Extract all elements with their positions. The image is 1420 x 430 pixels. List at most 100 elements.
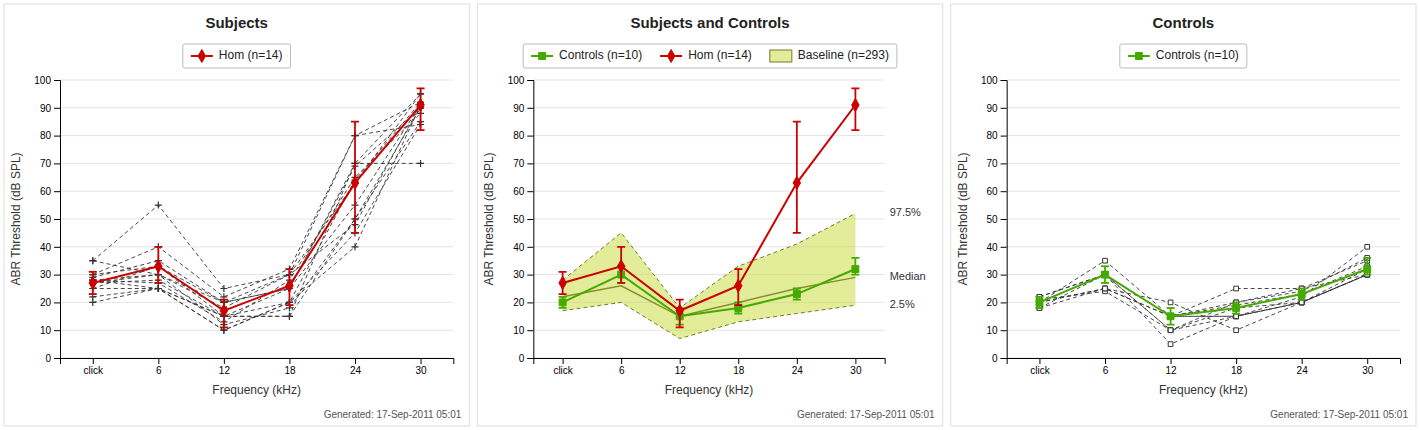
error-bar-cap	[285, 268, 293, 270]
point	[155, 285, 162, 292]
point	[1168, 300, 1173, 305]
grid-line	[1007, 80, 1400, 81]
error-bar-cap	[417, 87, 425, 89]
point	[1234, 314, 1239, 319]
y-tick-mark	[54, 136, 60, 137]
error-bar-cap	[617, 246, 625, 248]
x-tick: 18	[284, 358, 296, 376]
point-marker	[286, 304, 293, 311]
point-marker	[676, 304, 683, 317]
point-marker	[1234, 328, 1239, 333]
point-marker	[220, 327, 227, 334]
y-tick: 0	[519, 353, 534, 364]
y-tick-mark	[54, 247, 60, 248]
y-tick-label: 0	[992, 353, 998, 364]
point	[735, 279, 742, 292]
point-marker	[1036, 299, 1043, 306]
grid-line	[60, 191, 453, 192]
x-tick: 12	[219, 358, 231, 376]
x-tick: click	[84, 358, 104, 376]
error-bar-cap	[1035, 307, 1043, 309]
error-bar-cap	[1101, 282, 1109, 284]
error-bar-cap	[734, 304, 742, 306]
footer: Generated: 17-Sep-2011 05:01	[324, 409, 462, 420]
y-tick-label: 60	[987, 186, 999, 197]
individual-line	[93, 108, 421, 325]
individual-series	[89, 110, 424, 325]
x-tick: click	[553, 358, 573, 376]
error-bar	[417, 88, 425, 130]
individual-line	[93, 102, 421, 297]
y-tick: 10	[513, 325, 533, 336]
y-tick: 10	[987, 325, 1007, 336]
mean-line	[1039, 269, 1367, 316]
y-tick: 70	[987, 158, 1007, 169]
x-tick-mark	[1105, 358, 1106, 364]
point-marker	[793, 291, 800, 298]
error-bar-cap	[851, 87, 859, 89]
band-label: 2.5%	[890, 298, 915, 310]
individual-series	[89, 118, 424, 320]
x-tick-label: 6	[1103, 365, 1109, 376]
x-axis-title: Frequency (kHz)	[212, 383, 301, 397]
band-area	[563, 213, 856, 338]
y-axis: 0102030405060708090100	[34, 75, 60, 364]
x-tick-label: click	[84, 365, 104, 376]
point-marker	[417, 99, 424, 112]
point-marker	[286, 313, 293, 320]
y-tick-label: 40	[987, 242, 999, 253]
error-bar-cap	[559, 271, 567, 273]
point-marker	[1299, 300, 1304, 305]
error-bar	[676, 300, 684, 328]
individual-series	[1037, 256, 1369, 319]
point-marker	[1299, 300, 1304, 305]
band-label: Median	[890, 270, 926, 282]
y-tick-mark	[527, 191, 533, 192]
grid-line	[60, 219, 453, 220]
point-marker	[1299, 300, 1304, 305]
individual-line	[93, 105, 421, 330]
x-tick: 30	[415, 358, 427, 376]
point-marker	[1299, 300, 1304, 305]
legend: Controls (n=10)	[1120, 44, 1247, 68]
point-marker	[559, 299, 566, 306]
x-tick-label: 12	[675, 365, 687, 376]
y-tick-mark	[1001, 247, 1007, 248]
legend-item: Hom (n=14)	[660, 48, 752, 62]
panel: Subjects and Controls0102030405060708090…	[477, 4, 942, 426]
legend-marker-shape	[539, 53, 546, 60]
grid-line	[1007, 107, 1400, 108]
individual-line	[93, 105, 421, 308]
legend: Controls (n=10)Hom (n=14)Baseline (n=293…	[523, 44, 897, 68]
x-axis-line	[1007, 359, 1400, 365]
x-tick-mark	[93, 358, 94, 364]
x-tick-label: 12	[219, 365, 231, 376]
error-bar	[351, 122, 359, 233]
point	[1364, 266, 1371, 273]
y-tick: 60	[513, 186, 533, 197]
y-tick-label: 90	[40, 103, 52, 114]
error-bar	[559, 297, 567, 308]
y-tick: 40	[513, 242, 533, 253]
y-tick-label: 40	[40, 242, 52, 253]
x-tick-mark	[421, 358, 422, 364]
error-bar-cap	[734, 313, 742, 315]
band-lower-line	[563, 302, 856, 338]
point	[155, 260, 162, 273]
error-bar-cap	[851, 129, 859, 131]
point	[1168, 328, 1173, 333]
error-bar	[220, 300, 228, 328]
point	[1299, 300, 1304, 305]
error-bar-cap	[220, 327, 228, 329]
point-marker	[89, 293, 96, 300]
individual-series	[89, 160, 424, 306]
title: Subjects and Controls	[630, 14, 789, 31]
point	[286, 279, 293, 292]
mean-series	[89, 88, 425, 327]
error-bar-cap	[417, 129, 425, 131]
point	[1299, 300, 1304, 305]
point-marker	[1167, 313, 1174, 320]
band-label: 97.5%	[890, 206, 921, 218]
y-tick-label: 30	[40, 269, 52, 280]
y-tick: 20	[513, 297, 533, 308]
